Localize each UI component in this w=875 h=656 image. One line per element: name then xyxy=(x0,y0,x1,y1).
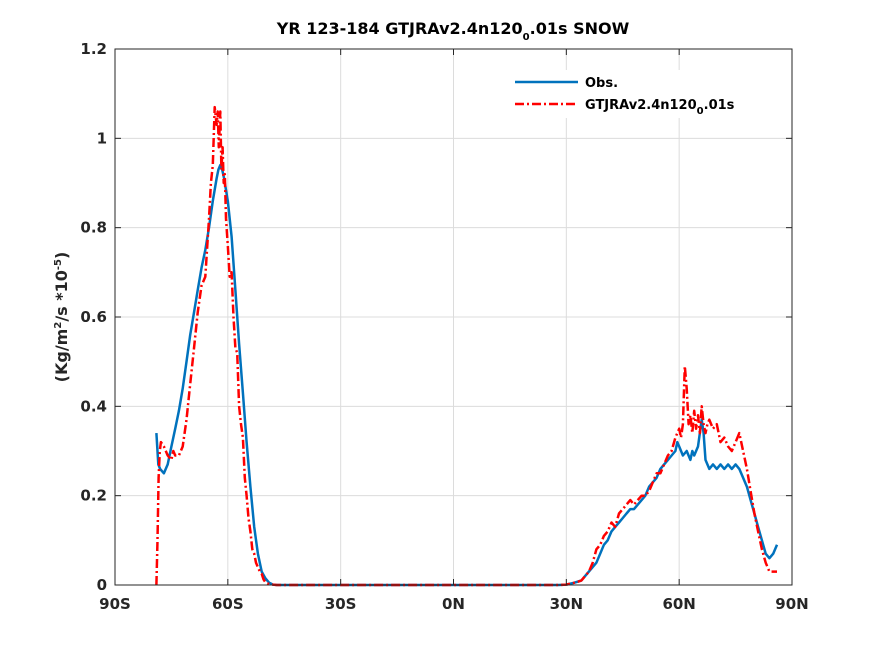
legend: Obs. GTJRAv2.4n1200.01s xyxy=(507,70,777,118)
y-tick-label: 0.4 xyxy=(80,397,107,415)
y-tick-label: 0.2 xyxy=(80,487,107,505)
x-tick-label: 60S xyxy=(212,595,244,613)
legend-label-obs: Obs. xyxy=(585,76,618,91)
x-tick-label: 90S xyxy=(99,595,131,613)
x-tick-label: 0N xyxy=(442,595,465,613)
y-axis-label: (Kg/m2/s *10-5) xyxy=(52,252,71,383)
x-tick-label: 30N xyxy=(550,595,583,613)
y-tick-label: 0.6 xyxy=(80,308,107,326)
legend-box xyxy=(507,70,777,118)
legend-label-model: GTJRAv2.4n1200.01s xyxy=(585,98,735,117)
series-line-obs xyxy=(155,163,779,587)
grid xyxy=(115,49,792,585)
y-tick-label: 1.2 xyxy=(80,40,107,58)
x-tick-label: 60N xyxy=(662,595,695,613)
chart-title: YR 123-184 GTJRAv2.4n1200.01s SNOW xyxy=(276,19,630,43)
ticks: 90S 60S 30S 0N 30N 60N 90N 0 0.2 0.4 0.6 0.8 1 1.2 xyxy=(80,40,808,613)
y-tick-label: 1 xyxy=(97,129,107,147)
x-tick-label: 30S xyxy=(325,595,357,613)
x-tick-label: 90N xyxy=(775,595,808,613)
y-tick-label: 0 xyxy=(97,576,107,594)
y-tick-label: 0.8 xyxy=(80,219,107,237)
